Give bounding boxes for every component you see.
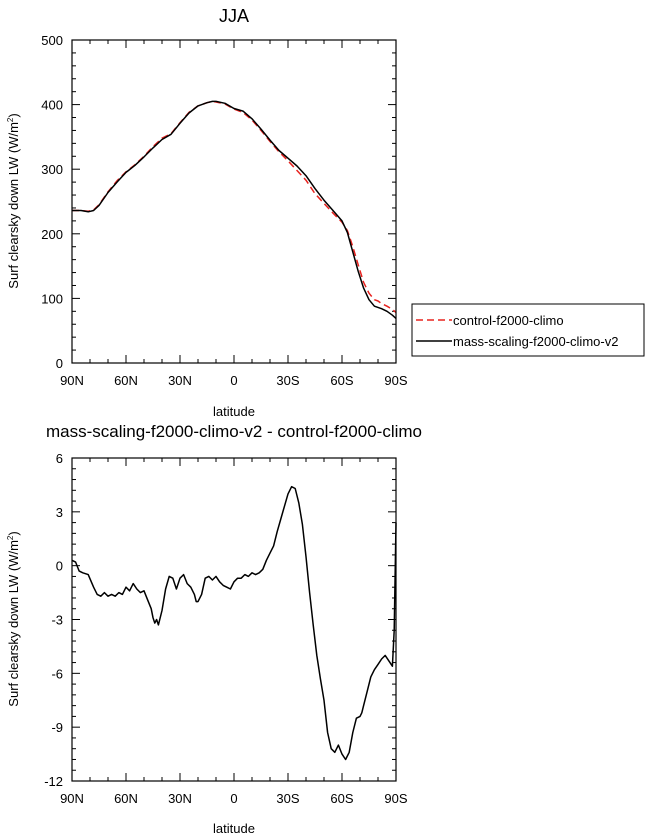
top-x-tick-label: 30N — [168, 373, 192, 388]
bottom-series-line-difference — [71, 485, 397, 761]
bottom-x-tick-label: 0 — [230, 791, 237, 806]
bottom-y-tick-label: -12 — [44, 774, 63, 789]
top-y-tick-label: 400 — [41, 98, 63, 113]
top-y-tick-label: 0 — [56, 356, 63, 371]
bottom-series-lines — [71, 485, 397, 761]
top-series-line-mass-scaling-f2000-climo-v2 — [72, 100, 397, 319]
legend-label-mass-scaling: mass-scaling-f2000-climo-v2 — [453, 334, 618, 349]
bottom-chart-title: mass-scaling-f2000-climo-v2 - control-f2… — [46, 422, 422, 441]
bottom-y-tick-label: 3 — [56, 505, 63, 520]
panel-bottom-chart: mass-scaling-f2000-climo-v2 - control-f2… — [6, 422, 422, 836]
panel-top-chart: JJA latitude Surf clearsky down LW (W/m2… — [6, 6, 645, 419]
bottom-x-tick-label: 30N — [168, 791, 192, 806]
top-x-tick-label: 0 — [230, 373, 237, 388]
bottom-x-tick-label: 90N — [60, 791, 84, 806]
top-y-axis-label-main: Surf clearsky down LW (W/m — [6, 122, 21, 289]
top-y-axis-label: Surf clearsky down LW (W/m2) — [6, 113, 21, 288]
top-series-lines — [72, 100, 397, 319]
top-y-tick-label: 200 — [41, 227, 63, 242]
top-y-tick-label: 100 — [41, 291, 63, 306]
bottom-y-axis-label: Surf clearsky down LW (W/m2) — [6, 531, 21, 706]
top-x-tick-label: 90N — [60, 373, 84, 388]
top-x-tick-label: 60N — [114, 373, 138, 388]
top-y-axis-label-sup: 2 — [6, 117, 15, 122]
bottom-x-axis-label: latitude — [213, 821, 255, 836]
bottom-y-axis-label-sup: 2 — [6, 535, 15, 540]
bottom-x-tick-label: 60S — [330, 791, 353, 806]
bottom-y-axis-label-main: Surf clearsky down LW (W/m — [6, 540, 21, 707]
bottom-x-tick-label: 90S — [384, 791, 407, 806]
top-y-tick-label: 500 — [41, 33, 63, 48]
bottom-axes-group: 90N 60N 30N 0 30S 60S 90S -12 -9 -6 -3 0 3 6 — [44, 451, 408, 806]
legend-box — [411, 303, 645, 357]
top-axes-group: 90N 60N 30N 0 30S 60S 90S 0 100 200 300 400 500 — [41, 33, 408, 388]
bottom-y-tick-label: 0 — [56, 559, 63, 574]
top-x-axis-label: latitude — [213, 404, 255, 419]
top-plot-frame — [71, 39, 397, 364]
top-series-line-control-f2000-climo — [72, 100, 397, 314]
bottom-y-tick-label: -9 — [51, 720, 63, 735]
top-y-axis-label-close: ) — [6, 113, 21, 117]
bottom-y-axis-label-close: ) — [6, 531, 21, 535]
top-x-tick-label: 90S — [384, 373, 407, 388]
top-x-tick-label: 60S — [330, 373, 353, 388]
bottom-x-tick-label: 60N — [114, 791, 138, 806]
bottom-plot-frame — [71, 457, 397, 782]
bottom-x-tick-label: 30S — [276, 791, 299, 806]
bottom-y-tick-label: -6 — [51, 666, 63, 681]
top-chart-title: JJA — [219, 6, 249, 26]
legend-label-control: control-f2000-climo — [453, 313, 564, 328]
bottom-y-tick-label: -3 — [51, 613, 63, 628]
top-x-tick-label: 30S — [276, 373, 299, 388]
legend: control-f2000-climo mass-scaling-f2000-c… — [411, 303, 645, 357]
bottom-y-tick-label: 6 — [56, 451, 63, 466]
top-y-tick-label: 300 — [41, 162, 63, 177]
